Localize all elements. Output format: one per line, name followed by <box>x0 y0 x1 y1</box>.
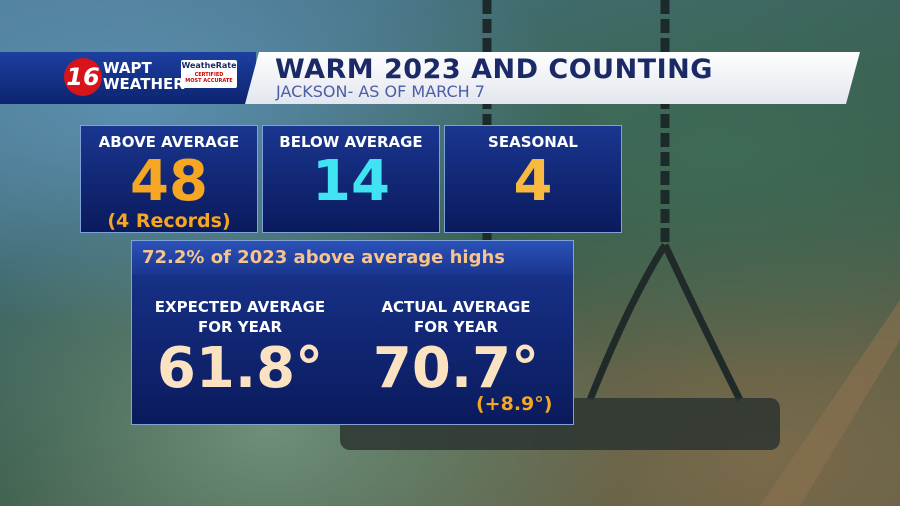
actual-value: 70.7° <box>372 336 540 401</box>
summary-panel: 72.2% of 2023 above average highs EXPECT… <box>131 240 574 425</box>
stat-card: SEASONAL 4 <box>444 125 622 233</box>
badge-text: MOST ACCURATE <box>185 78 233 84</box>
card-label: SEASONAL <box>488 133 578 151</box>
title-bar <box>245 52 860 104</box>
card-label: ABOVE AVERAGE <box>98 133 240 151</box>
stat-card: BELOW AVERAGE 14 <box>262 125 440 233</box>
badge-text: CERTIFIED <box>194 72 224 78</box>
subtitle: JACKSON- AS OF MARCH 7 <box>276 82 485 101</box>
card-note: (4 Records) <box>107 210 231 232</box>
card-label: BELOW AVERAGE <box>279 133 423 151</box>
badge-title: WeatheRate <box>181 61 237 70</box>
logo-text: WAPT <box>103 59 152 77</box>
expected-value: 61.8° <box>156 336 324 401</box>
label-line: FOR YEAR <box>197 318 283 336</box>
expected-label: EXPECTED AVERAGE FOR YEAR <box>140 297 340 337</box>
card-value: 4 <box>513 149 553 214</box>
label-line: ACTUAL AVERAGE <box>381 298 531 316</box>
card-value: 48 <box>130 149 208 214</box>
badge: WeatheRate CERTIFIED MOST ACCURATE <box>181 60 237 88</box>
headline: 72.2% of 2023 above average highs <box>132 241 573 275</box>
stat-card: ABOVE AVERAGE 48 (4 Records) <box>80 125 258 233</box>
actual-label: ACTUAL AVERAGE FOR YEAR <box>356 297 556 337</box>
logo-text: WEATHER <box>103 75 185 93</box>
title: WARM 2023 AND COUNTING <box>275 54 713 85</box>
label-line: FOR YEAR <box>413 318 499 336</box>
difference: (+8.9°) <box>476 393 553 415</box>
card-value: 14 <box>312 149 390 214</box>
label-line: EXPECTED AVERAGE <box>154 298 326 316</box>
logo-number: 16 <box>64 58 102 96</box>
